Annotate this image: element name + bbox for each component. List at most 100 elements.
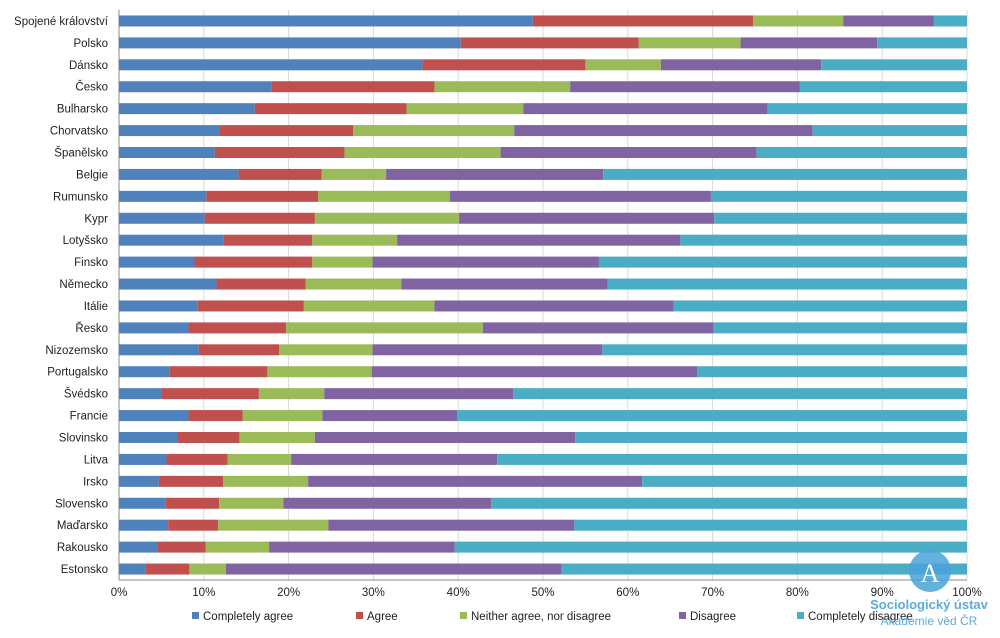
bar-segment xyxy=(194,256,313,268)
bar-segment xyxy=(119,475,159,487)
bar-segment xyxy=(386,168,604,180)
bar-segment xyxy=(204,212,315,224)
bar-segment xyxy=(460,37,639,49)
bar-segment xyxy=(197,300,304,312)
bar-segment xyxy=(767,103,967,115)
bar-segment xyxy=(459,212,715,224)
bar-segment xyxy=(214,147,345,158)
bar-segment xyxy=(145,563,190,575)
bar-segment xyxy=(321,168,387,180)
bar-segment xyxy=(258,388,325,400)
bar-segment xyxy=(119,81,272,93)
category-label: Estonsko xyxy=(61,564,108,576)
legend-label: Completely agree xyxy=(203,611,293,623)
bar-segment xyxy=(169,366,268,378)
bar-segment xyxy=(585,59,661,71)
bar-segment xyxy=(206,190,319,202)
bar-segment xyxy=(353,125,515,137)
bar-segment xyxy=(753,15,844,27)
bar-segment xyxy=(119,541,159,553)
bar-segment xyxy=(308,475,643,487)
bar-segment xyxy=(697,366,967,378)
legend-label: Completely disagree xyxy=(808,611,913,623)
bar-segment xyxy=(344,147,501,158)
bar-segment xyxy=(267,366,372,378)
bar-segment xyxy=(497,453,967,465)
bar-segment xyxy=(877,37,967,49)
bar-segment xyxy=(660,59,822,71)
bar-segment xyxy=(371,366,698,378)
bar-segment xyxy=(166,453,228,465)
category-label: Chorvatsko xyxy=(50,126,108,138)
watermark-line2: Akademie věd ČR xyxy=(881,613,978,628)
bar-segment xyxy=(740,37,878,49)
bar-segment xyxy=(602,344,967,356)
bar-segment xyxy=(843,15,934,27)
bar-segment xyxy=(314,212,460,224)
category-label: Dánsko xyxy=(69,60,108,72)
bar-segment xyxy=(449,190,711,202)
bar-segment xyxy=(198,344,280,356)
bar-segment xyxy=(454,541,968,553)
bar-segment xyxy=(283,497,492,509)
x-tick-label: 80% xyxy=(786,587,809,599)
bar-segment xyxy=(372,256,599,268)
bar-segment xyxy=(119,519,169,531)
x-tick-label: 70% xyxy=(701,587,724,599)
category-label: Portugalsko xyxy=(47,367,108,379)
x-tick-label: 100% xyxy=(952,587,981,599)
bar-segment xyxy=(575,432,967,443)
bar-segment xyxy=(158,475,224,487)
x-tick-label: 40% xyxy=(447,587,470,599)
bar-segment xyxy=(434,300,674,312)
category-label: Česko xyxy=(75,81,108,94)
bar-segment xyxy=(119,388,162,400)
bar-segment xyxy=(119,300,198,312)
bar-segment xyxy=(457,410,967,422)
category-label: Rakousko xyxy=(57,542,108,554)
bar-segment xyxy=(422,59,586,71)
bar-segment xyxy=(303,300,435,312)
category-label: Litva xyxy=(84,454,109,466)
bar-segment xyxy=(223,234,313,246)
bar-segment xyxy=(119,234,224,246)
category-label: Maďarsko xyxy=(57,520,108,532)
bar-segment xyxy=(119,103,255,115)
x-tick-label: 50% xyxy=(531,587,554,599)
bar-segment xyxy=(119,256,195,268)
bar-segment xyxy=(119,366,170,378)
bar-segment xyxy=(514,125,813,137)
category-label: Lotyšsko xyxy=(63,235,108,247)
category-label: Polsko xyxy=(73,38,108,50)
bar-segment xyxy=(603,168,967,180)
bar-segment xyxy=(372,344,603,356)
bar-segment xyxy=(673,300,967,312)
bar-segment xyxy=(119,453,167,465)
bar-segment xyxy=(574,519,967,531)
bar-segment xyxy=(312,234,398,246)
legend-swatch xyxy=(797,612,804,619)
grid-lines xyxy=(118,10,968,581)
bar-segment xyxy=(642,475,967,487)
category-label: Nizozemsko xyxy=(45,345,108,357)
bar-segment xyxy=(318,190,450,202)
bar-segment xyxy=(161,388,259,400)
legend-swatch xyxy=(679,612,686,619)
category-label: Itálie xyxy=(84,301,108,313)
bar-segment xyxy=(242,410,323,422)
bar-segment xyxy=(119,15,533,27)
bar-segment xyxy=(312,256,373,268)
bar-segment xyxy=(119,190,207,202)
bar-segment xyxy=(254,103,407,115)
bar-segment xyxy=(799,81,967,93)
bar-segment xyxy=(322,410,458,422)
bar-segment xyxy=(401,278,608,290)
bar-segment xyxy=(286,322,483,334)
category-label: Francie xyxy=(70,411,108,423)
category-label: Belgie xyxy=(76,169,108,181)
bar-segment xyxy=(119,59,423,71)
bar-segment xyxy=(291,453,498,465)
category-label: Rumunsko xyxy=(53,191,108,203)
bar-segment xyxy=(561,563,967,575)
legend-swatch xyxy=(192,612,199,619)
